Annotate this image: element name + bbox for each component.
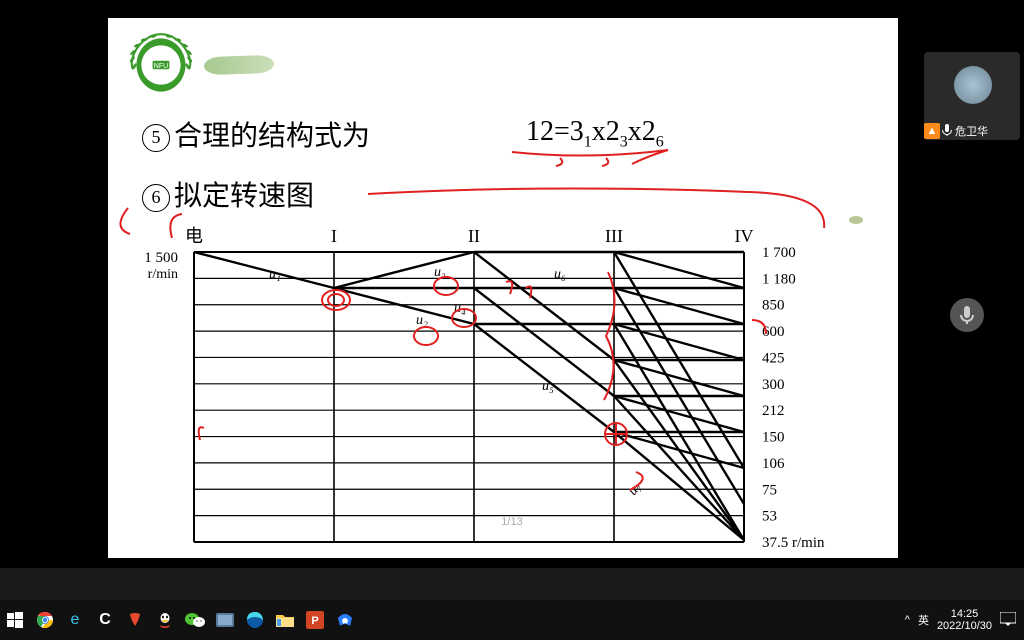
svg-text:1 500: 1 500 [144,250,178,266]
svg-text:425: 425 [762,350,785,366]
edge-legacy-icon[interactable]: e [60,600,90,640]
heading-6-text: 拟定转速图 [174,181,314,212]
clock[interactable]: 14:25 2022/10/30 [937,608,992,632]
svg-text:III: III [605,226,623,246]
clock-date: 2022/10/30 [937,620,992,632]
action-center-icon[interactable] [1000,612,1016,629]
svg-text:IV: IV [735,226,754,246]
participant-name-bar: ▲ 危卫华 [924,122,988,140]
chart-svg: 电IIIIIIIV1 500r/min1 7001 18085060042530… [134,218,874,548]
qq-icon[interactable] [150,600,180,640]
heading-6-number: 6 [142,184,170,212]
svg-text:P: P [311,615,318,627]
mic-on-icon [942,124,952,139]
svg-text:电: 电 [185,226,203,246]
heading-5-number: 5 [142,124,170,152]
file-explorer-icon[interactable] [270,600,300,640]
system-tray[interactable]: ^ 英 14:25 2022/10/30 [905,608,1024,632]
powerpoint-icon[interactable]: P [300,600,330,640]
svg-text:106: 106 [762,456,785,472]
cortana-icon[interactable]: C [90,600,120,640]
taskbar[interactable]: e C P ^ 英 14:25 2022/10/30 [0,600,1024,640]
nfu-logo: NFU [126,30,196,100]
svg-text:u₂: u₂ [416,313,428,328]
floating-mic-button[interactable] [950,298,984,332]
wps-icon[interactable] [120,600,150,640]
heading-5-text: 合理的结构式为 [174,121,370,152]
svg-text:212: 212 [762,403,785,419]
page-indicator: 1/13 [0,516,1024,528]
svg-text:150: 150 [762,430,785,446]
svg-text:u₃: u₃ [434,265,446,280]
svg-text:1 180: 1 180 [762,271,796,287]
svg-text:u₆: u₆ [554,267,566,282]
wechat-icon[interactable] [180,600,210,640]
speed-chart: 电IIIIIIIV1 500r/min1 7001 18085060042530… [134,218,874,548]
logo-text: NFU [154,63,168,70]
host-badge-icon: ▲ [924,123,940,139]
svg-text:1 700: 1 700 [762,245,796,261]
participant-name: 危卫华 [955,123,988,139]
clock-time: 14:25 [937,608,992,620]
presentation-slide: NFU 5合理的结构式为 6拟定转速图 12=31x23x26 电IIIIIII… [108,18,898,558]
decorative-smear [204,55,275,75]
structure-formula: 12=31x23x26 [526,116,664,152]
svg-text:600: 600 [762,324,785,340]
heading-6: 6拟定转速图 [142,174,314,214]
taskbar-icons: e C P [0,600,360,640]
svg-text:u₅: u₅ [542,379,554,394]
main-area: NFU 5合理的结构式为 6拟定转速图 12=31x23x26 电IIIIIII… [0,0,1024,568]
heading-5: 5合理的结构式为 [142,114,370,154]
ime-indicator[interactable]: 英 [918,612,929,628]
tray-chevron-icon[interactable]: ^ [905,614,910,626]
svg-text:u₁: u₁ [269,267,281,282]
svg-text:I: I [331,226,337,246]
avatar [954,66,992,104]
svg-text:u₇: u₇ [625,480,644,499]
svg-text:300: 300 [762,377,785,393]
svg-text:u₄: u₄ [454,301,466,316]
svg-text:II: II [468,226,480,246]
app-icon-1[interactable] [210,600,240,640]
tencent-meeting-icon[interactable] [330,600,360,640]
edge-icon[interactable] [240,600,270,640]
svg-text:75: 75 [762,482,777,498]
svg-text:r/min: r/min [148,267,178,282]
svg-text:850: 850 [762,298,785,314]
chrome-icon[interactable] [30,600,60,640]
start-button[interactable] [0,600,30,640]
svg-text:37.5 r/min: 37.5 r/min [762,535,825,548]
participant-tile[interactable]: ▲ 危卫华 [924,52,1020,140]
